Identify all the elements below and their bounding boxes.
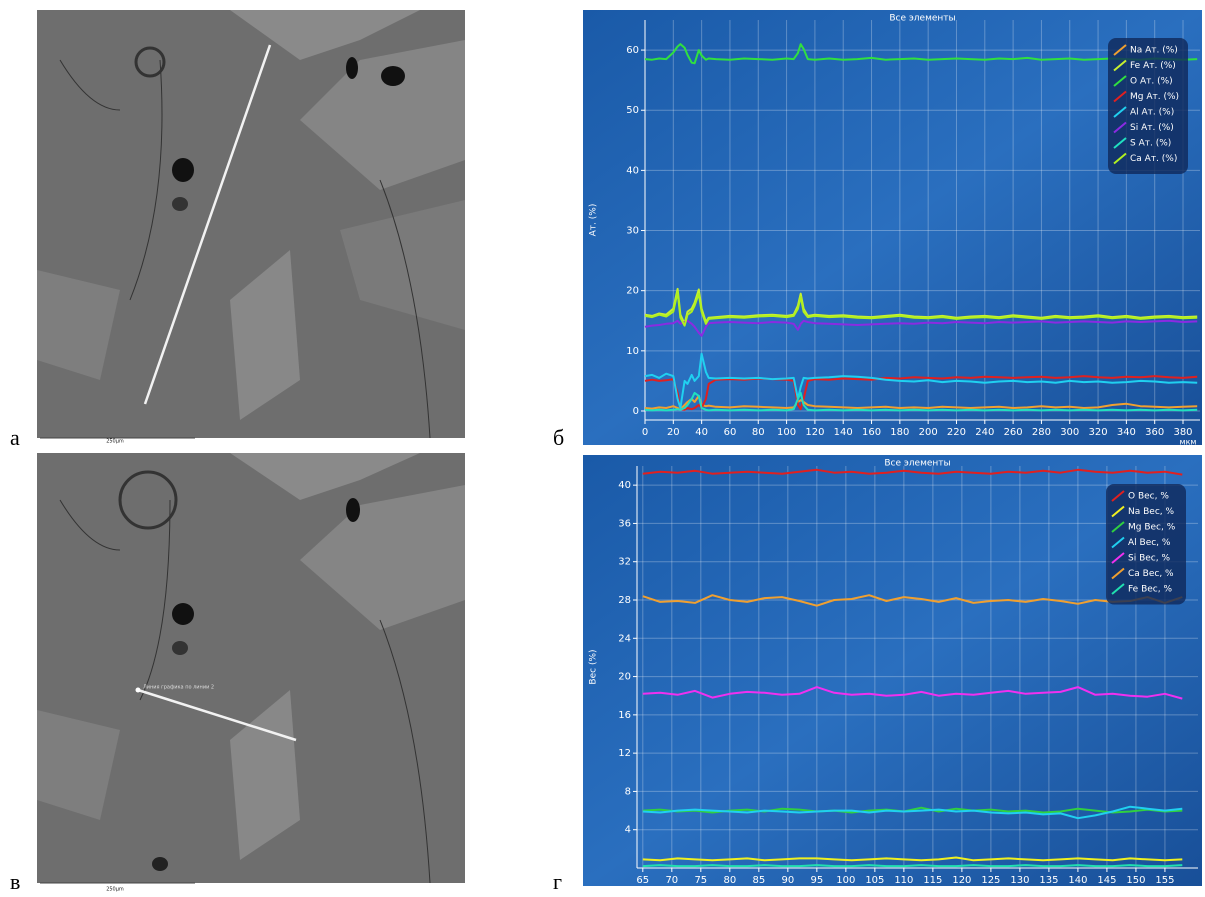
x-unit-label: мкм bbox=[1178, 886, 1195, 894]
legend-label: Fe Вес, % bbox=[1128, 585, 1172, 595]
x-tick-label: 140 bbox=[1068, 875, 1087, 886]
y-tick-label: 32 bbox=[618, 557, 631, 568]
legend: Na Ат. (%) Fe Ат. (%) O Ат. (%) Mg Ат. (%) A… bbox=[1108, 38, 1188, 174]
x-tick-label: 135 bbox=[1039, 875, 1058, 886]
y-tick-label: 4 bbox=[625, 825, 631, 836]
x-tick-label: 240 bbox=[975, 427, 994, 438]
y-tick-label: 40 bbox=[618, 480, 631, 491]
line-annotation: Линия графика по линии 2 bbox=[143, 685, 214, 691]
x-tick-label: 70 bbox=[665, 875, 678, 886]
x-tick-label: 100 bbox=[777, 427, 796, 438]
chart: 65 70 75 80 85 90 95 100 105 110 115 120 125 130 135 14… bbox=[583, 455, 1202, 893]
x-tick-label: 90 bbox=[781, 875, 794, 886]
legend-label: Mg Ат. (%) bbox=[1130, 92, 1179, 102]
legend-label: Al Ат. (%) bbox=[1130, 108, 1174, 118]
x-tick-label: 145 bbox=[1097, 875, 1116, 886]
y-axis-label: Вес (%) bbox=[589, 649, 599, 684]
x-tick-label: 120 bbox=[952, 875, 971, 886]
legend-label: Ca Ат. (%) bbox=[1130, 154, 1177, 164]
x-tick-label: 20 bbox=[667, 427, 680, 438]
y-tick-label: 12 bbox=[618, 748, 631, 759]
panel-label: г bbox=[553, 869, 562, 893]
legend-label: Na Ат. (%) bbox=[1130, 46, 1178, 56]
x-tick-label: 65 bbox=[636, 875, 649, 886]
x-tick-label: 320 bbox=[1089, 427, 1108, 438]
panel-label: а bbox=[10, 425, 20, 450]
x-tick-label: 40 bbox=[695, 427, 708, 438]
x-tick-label: 180 bbox=[890, 427, 909, 438]
legend-label: Al Вес, % bbox=[1128, 538, 1171, 548]
y-axis-label: Ат. (%) bbox=[589, 204, 599, 237]
x-tick-label: 100 bbox=[836, 875, 855, 886]
y-tick-label: 16 bbox=[618, 710, 631, 721]
x-tick-label: 120 bbox=[805, 427, 824, 438]
y-tick-label: 28 bbox=[618, 595, 631, 606]
legend-label: O Ат. (%) bbox=[1130, 77, 1173, 87]
x-tick-label: 340 bbox=[1117, 427, 1136, 438]
y-tick-label: 8 bbox=[625, 786, 631, 797]
x-tick-label: 380 bbox=[1173, 427, 1192, 438]
y-tick-label: 50 bbox=[626, 105, 639, 116]
x-tick-label: 260 bbox=[1004, 427, 1023, 438]
y-tick-label: 20 bbox=[626, 286, 639, 297]
legend: O Вес, % Na Вес, % Mg Вес, % Al Вес, % Si Ве… bbox=[1106, 484, 1186, 605]
legend-label: Ca Вес, % bbox=[1128, 569, 1174, 579]
x-tick-label: 75 bbox=[694, 875, 707, 886]
x-tick-label: 80 bbox=[752, 427, 765, 438]
y-tick-label: 60 bbox=[626, 45, 639, 56]
x-tick-label: 300 bbox=[1060, 427, 1079, 438]
legend-label: S Ат. (%) bbox=[1130, 139, 1171, 149]
legend-label: Mg Вес, % bbox=[1128, 523, 1176, 533]
x-tick-label: 220 bbox=[947, 427, 966, 438]
panel-label: б bbox=[553, 425, 564, 450]
x-tick-label: 125 bbox=[981, 875, 1000, 886]
data-line bbox=[643, 865, 1183, 866]
x-tick-label: 105 bbox=[865, 875, 884, 886]
x-tick-label: 80 bbox=[723, 875, 736, 886]
chart-title: Все элементы bbox=[889, 14, 955, 24]
x-tick-label: 160 bbox=[862, 427, 881, 438]
panel-label: в bbox=[10, 869, 20, 893]
x-tick-label: 0 bbox=[642, 427, 648, 438]
figure: 250µm а Линия графика по линии 2 250µm в… bbox=[0, 0, 1205, 893]
y-tick-label: 24 bbox=[618, 633, 631, 644]
y-tick-label: 36 bbox=[618, 518, 631, 529]
x-tick-label: 280 bbox=[1032, 427, 1051, 438]
x-tick-label: 115 bbox=[923, 875, 942, 886]
x-tick-label: 130 bbox=[1010, 875, 1029, 886]
x-unit-label: мкм bbox=[1180, 438, 1197, 447]
x-tick-label: 95 bbox=[810, 875, 823, 886]
legend-label: O Вес, % bbox=[1128, 492, 1169, 502]
x-tick-label: 85 bbox=[752, 875, 765, 886]
legend-label: Fe Ат. (%) bbox=[1130, 61, 1176, 71]
x-tick-label: 155 bbox=[1155, 875, 1174, 886]
scale-bar-label: 250µm bbox=[106, 439, 124, 445]
scale-bar-label: 250µm bbox=[106, 887, 124, 893]
x-tick-label: 140 bbox=[834, 427, 853, 438]
x-tick-label: 60 bbox=[724, 427, 737, 438]
sem-image: Линия графика по линии 2 250µm bbox=[37, 453, 465, 893]
x-tick-label: 200 bbox=[919, 427, 938, 438]
sem-image: 250µm bbox=[37, 10, 465, 445]
y-tick-label: 10 bbox=[626, 346, 639, 357]
y-tick-label: 40 bbox=[626, 165, 639, 176]
legend-label: Na Вес, % bbox=[1128, 507, 1174, 517]
y-tick-label: 0 bbox=[633, 406, 639, 417]
y-tick-label: 30 bbox=[626, 226, 639, 237]
x-tick-label: 150 bbox=[1126, 875, 1145, 886]
chart-title: Все элементы bbox=[884, 459, 950, 469]
legend-label: Si Ат. (%) bbox=[1130, 123, 1174, 133]
x-tick-label: 110 bbox=[894, 875, 913, 886]
x-tick-label: 360 bbox=[1145, 427, 1164, 438]
y-tick-label: 20 bbox=[618, 672, 631, 683]
legend-label: Si Вес, % bbox=[1128, 554, 1170, 564]
